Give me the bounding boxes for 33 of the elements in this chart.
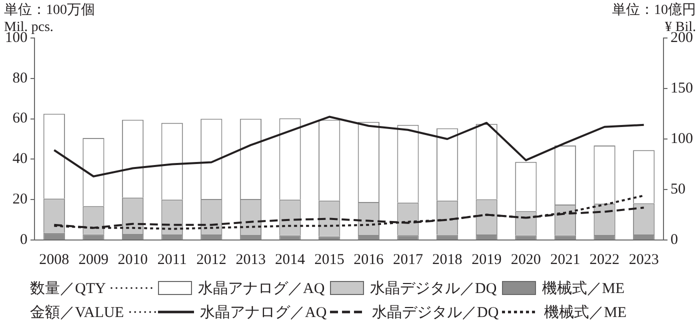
x-tick-label: 2017 bbox=[392, 252, 424, 268]
text: 金額／VALUE ······ bbox=[30, 304, 158, 322]
y-tick-label: 80 bbox=[12, 70, 28, 86]
x-tick-label: 2021 bbox=[550, 252, 580, 268]
x-tick-label: 2020 bbox=[510, 252, 541, 268]
legend-label: 水晶デジタル／DQ bbox=[370, 280, 497, 298]
x-tick-label: 2014 bbox=[275, 252, 306, 268]
x-tick-label: 2010 bbox=[118, 252, 148, 268]
x-tick-label: 2011 bbox=[157, 252, 187, 268]
x-tick-label: 2012 bbox=[196, 252, 226, 268]
x-tick-label: 2009 bbox=[78, 252, 108, 268]
legend-label: 水晶アナログ／AQ bbox=[198, 280, 325, 298]
x-tick-label: 2023 bbox=[628, 252, 659, 268]
y2-tick-label: 0 bbox=[670, 232, 678, 248]
x-tick-label: 2019 bbox=[472, 252, 502, 268]
y-tick-label: 40 bbox=[12, 151, 28, 168]
y-tick-label: 60 bbox=[12, 110, 28, 127]
x-tick-label: 2016 bbox=[354, 252, 384, 268]
x-tick-label: 2018 bbox=[432, 252, 462, 268]
text: 数量／QTY ········· bbox=[30, 280, 155, 298]
legend-label: 水晶アナログ／AQ bbox=[200, 304, 327, 322]
y2-tick-label: 150 bbox=[670, 80, 693, 96]
legend-label: 水晶デジタル／DQ bbox=[372, 304, 499, 322]
y-tick-label: 20 bbox=[12, 192, 28, 208]
y2-tick-label: 100 bbox=[670, 130, 693, 147]
x-tick-label: 2022 bbox=[590, 252, 620, 268]
x-tick-label: 2013 bbox=[236, 252, 266, 268]
y-tick-label: 0 bbox=[20, 232, 28, 248]
legend-label: 機械式／ME bbox=[544, 304, 626, 322]
x-tick-label: 2015 bbox=[314, 252, 344, 268]
x-tick-label: 2008 bbox=[39, 252, 70, 268]
legend-label: 機械式／ME bbox=[542, 280, 624, 298]
y2-tick-label: 50 bbox=[670, 181, 686, 198]
